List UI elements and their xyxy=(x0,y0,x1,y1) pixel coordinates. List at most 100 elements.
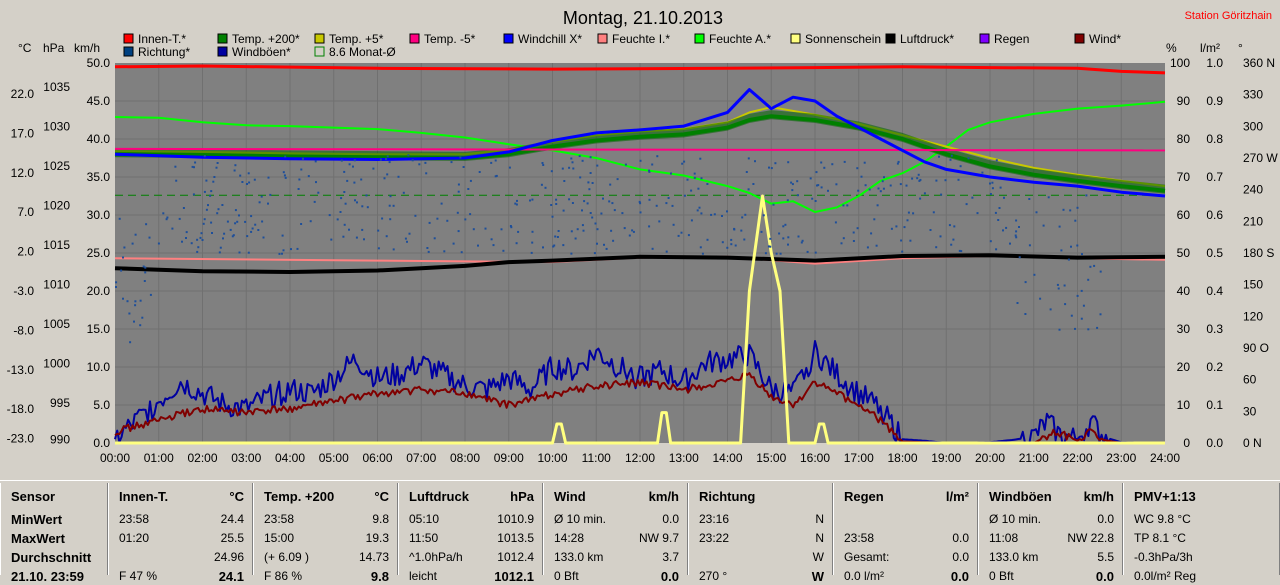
table-column: Sensor MinWert MaxWert Durchschnitt 21.10. 2… xyxy=(0,483,108,584)
direction-dot xyxy=(142,265,145,268)
direction-dot xyxy=(578,155,581,158)
x-tick: 18:00 xyxy=(887,451,917,465)
direction-dot xyxy=(632,230,635,233)
direction-dot xyxy=(162,212,165,215)
direction-dot xyxy=(248,181,251,184)
temp-tick: 22.0 xyxy=(11,87,35,101)
direction-dot xyxy=(935,179,938,182)
direction-dot xyxy=(383,177,386,180)
direction-dot xyxy=(1015,219,1018,222)
direction-dot xyxy=(207,204,209,207)
direction-dot xyxy=(210,221,213,224)
direction-dot xyxy=(957,178,960,181)
direction-dot xyxy=(404,237,407,240)
pct-tick: 70 xyxy=(1177,170,1191,184)
direction-dot xyxy=(282,171,285,174)
direction-dot xyxy=(352,165,354,168)
direction-dot xyxy=(494,175,497,178)
direction-dot xyxy=(283,174,286,177)
temp-tick: -18.0 xyxy=(7,402,35,416)
direction-dot xyxy=(699,157,702,160)
direction-dot xyxy=(953,225,956,228)
direction-dot xyxy=(608,200,611,203)
direction-dot xyxy=(450,161,453,164)
direction-dot xyxy=(624,163,627,166)
x-tick: 17:00 xyxy=(844,451,874,465)
direction-dot xyxy=(1074,219,1077,222)
direction-dot xyxy=(593,252,596,255)
table-column-header: PMV+1:13 xyxy=(1134,489,1271,505)
direction-dot xyxy=(314,160,317,163)
direction-dot xyxy=(897,160,900,163)
direction-dot xyxy=(544,186,547,189)
table-cell: MaxWert xyxy=(11,531,65,546)
direction-dot xyxy=(959,165,962,168)
table-cell: W xyxy=(811,569,824,584)
direction-dot xyxy=(550,170,553,173)
direction-dot xyxy=(377,247,380,250)
column-unit: km/h xyxy=(1083,489,1114,504)
table-row: 14:28 NW 9.7 xyxy=(554,531,679,547)
direction-dot xyxy=(192,193,195,196)
direction-dot xyxy=(1069,209,1072,212)
direction-dot xyxy=(213,176,216,178)
rain-tick: 0.9 xyxy=(1206,94,1223,108)
direction-dot xyxy=(870,232,873,235)
x-tick: 24:00 xyxy=(1150,451,1180,465)
temp-tick: -13.0 xyxy=(7,363,35,377)
legend-swatch xyxy=(409,33,420,44)
direction-dot xyxy=(1042,224,1045,227)
dir-tick: 270 W xyxy=(1243,151,1278,165)
direction-dot xyxy=(648,170,651,173)
direction-dot xyxy=(787,243,789,246)
direction-dot xyxy=(760,230,763,233)
direction-dot xyxy=(203,218,206,221)
direction-dot xyxy=(343,170,346,173)
direction-dot xyxy=(457,183,460,186)
series-line xyxy=(115,194,1165,445)
legend-label: Innen-T.* xyxy=(138,32,186,46)
direction-dot xyxy=(840,242,843,245)
table-cell: 11:08 xyxy=(989,531,1019,545)
dir-tick: 360 N xyxy=(1243,56,1275,70)
direction-dot xyxy=(244,220,247,223)
direction-dot xyxy=(191,165,194,168)
table-row: Ø 10 min. 0.0 xyxy=(989,512,1114,528)
direction-dot xyxy=(814,200,817,202)
x-tick: 23:00 xyxy=(1106,451,1136,465)
direction-dot xyxy=(385,235,388,238)
wind-tick: 20.0 xyxy=(87,284,111,298)
direction-dot xyxy=(698,206,701,209)
direction-dot xyxy=(531,198,534,201)
direction-dot xyxy=(701,252,704,255)
legend-label: Wind* xyxy=(1089,32,1121,46)
direction-dot xyxy=(440,202,443,205)
direction-dot xyxy=(201,239,204,241)
table-cell: leicht xyxy=(409,569,438,583)
direction-dot xyxy=(529,199,531,202)
column-title: PMV+1:13 xyxy=(1134,489,1196,504)
table-cell: 19.3 xyxy=(365,531,389,545)
direction-dot xyxy=(1009,242,1011,245)
direction-dot xyxy=(174,165,177,168)
direction-dot xyxy=(414,214,417,217)
table-cell: Gesamt: xyxy=(844,550,890,564)
direction-dot xyxy=(1093,264,1096,267)
column-unit: hPa xyxy=(510,489,534,504)
table-column: Luftdruck hPa 05:10 1010.9 11:50 1013.5 ^1.0hP… xyxy=(398,483,543,584)
direction-dot xyxy=(726,246,729,249)
direction-dot xyxy=(555,203,558,205)
direction-dot xyxy=(556,236,559,238)
direction-dot xyxy=(246,183,248,185)
direction-dot xyxy=(811,197,814,200)
direction-dot xyxy=(1005,226,1008,229)
direction-dot xyxy=(122,297,124,300)
table-cell: 1013.5 xyxy=(497,531,534,545)
direction-dot xyxy=(389,195,392,198)
direction-dot xyxy=(427,250,430,253)
column-title: Richtung xyxy=(699,489,756,504)
direction-dot xyxy=(356,201,358,204)
legend: Innen-T.* Temp. +200* Temp. +5* Temp. -5* Wi… xyxy=(123,32,1121,59)
direction-dot xyxy=(1080,317,1083,320)
direction-dot xyxy=(1049,308,1052,311)
